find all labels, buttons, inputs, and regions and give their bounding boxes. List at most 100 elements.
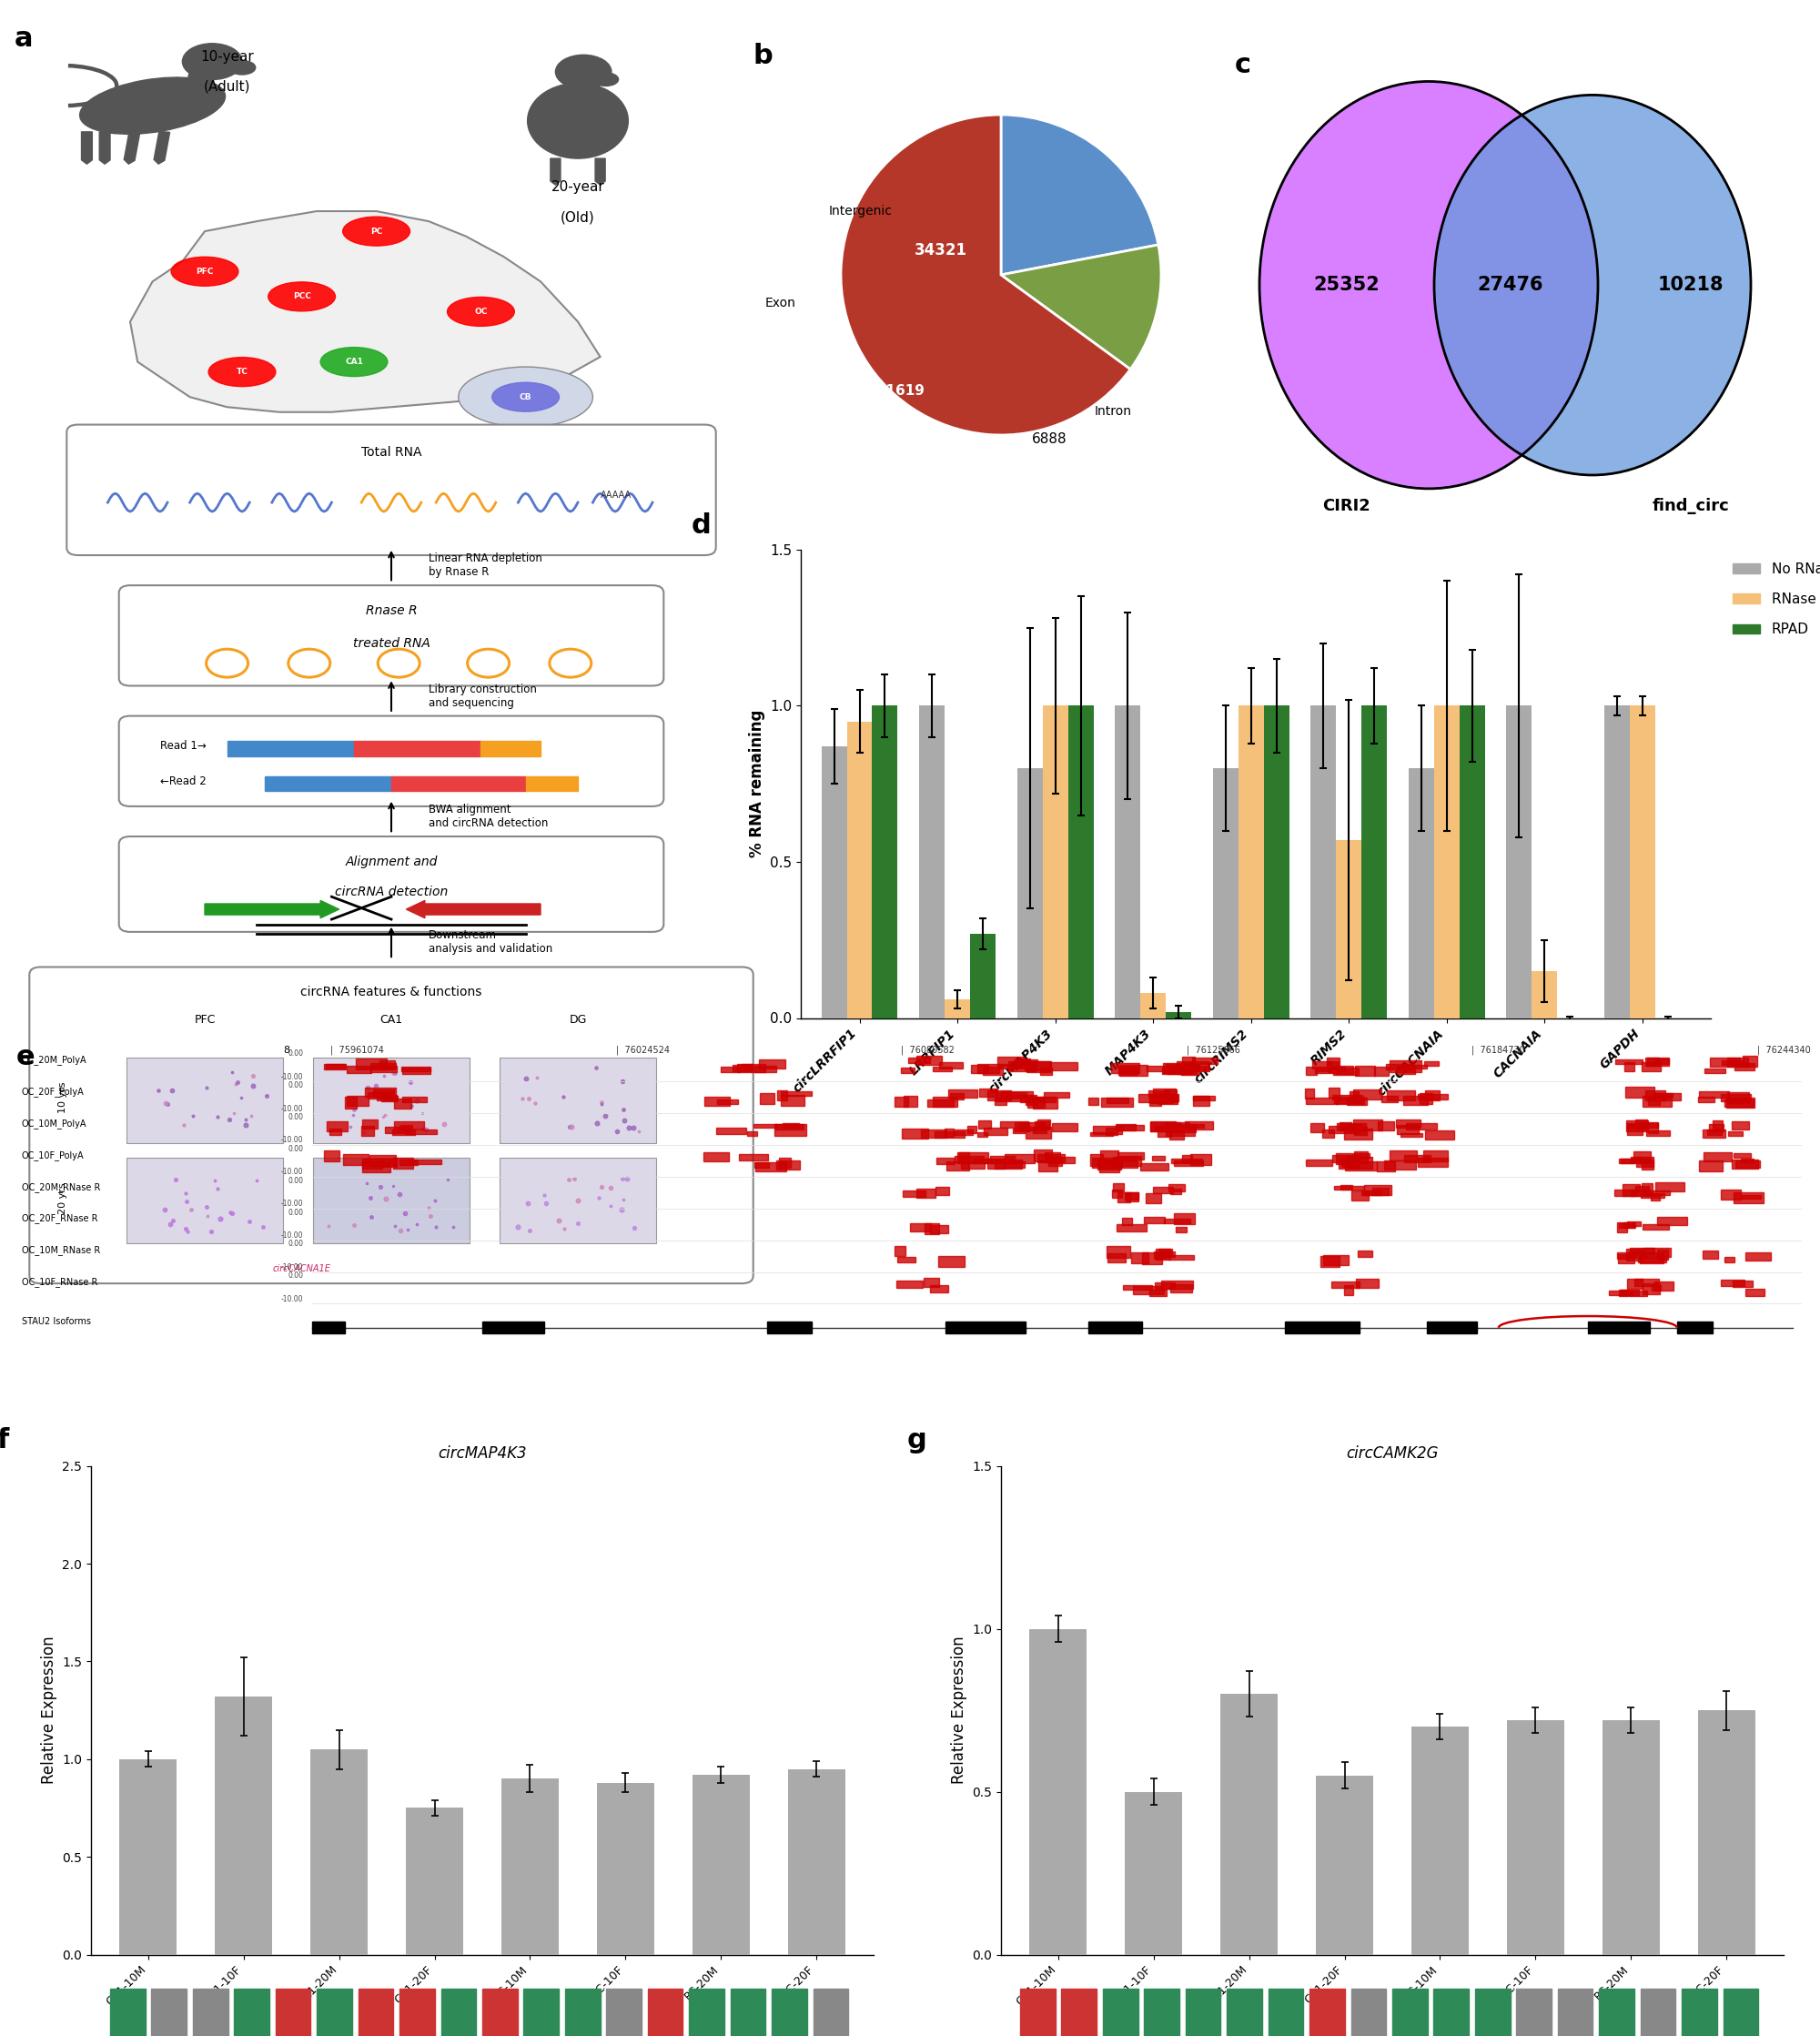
Text: 0.00: 0.00 xyxy=(288,1207,304,1215)
Bar xyxy=(1174,1161,1203,1167)
Bar xyxy=(1014,1122,1030,1132)
Bar xyxy=(897,1256,915,1262)
Bar xyxy=(1558,1989,1592,2036)
Text: 0.00: 0.00 xyxy=(288,1240,304,1248)
Bar xyxy=(1194,1124,1203,1128)
Bar xyxy=(1745,1289,1764,1295)
Bar xyxy=(1627,1222,1642,1226)
Bar xyxy=(1616,1222,1627,1232)
Bar xyxy=(1032,1128,1046,1132)
Bar xyxy=(1658,1250,1669,1260)
Bar xyxy=(1163,1089,1176,1101)
Bar xyxy=(1627,1279,1643,1289)
Text: Intron: Intron xyxy=(1094,405,1132,417)
Bar xyxy=(1117,1152,1143,1161)
Bar xyxy=(934,1132,965,1138)
Bar xyxy=(1183,1057,1194,1067)
Bar xyxy=(1352,1152,1370,1158)
Bar xyxy=(1158,1128,1172,1136)
Bar xyxy=(275,1989,311,2036)
Bar xyxy=(1656,1218,1687,1226)
Bar xyxy=(739,1154,768,1161)
Bar xyxy=(1727,1059,1747,1067)
FancyArrow shape xyxy=(82,132,93,165)
Bar xyxy=(1727,1097,1754,1108)
Bar xyxy=(1150,1122,1176,1132)
Bar xyxy=(1627,1124,1643,1134)
Bar xyxy=(311,1749,368,1955)
Text: Intergenic: Intergenic xyxy=(830,206,892,218)
Bar xyxy=(1330,1281,1360,1287)
Bar xyxy=(1403,1154,1431,1163)
Polygon shape xyxy=(131,212,601,411)
Bar xyxy=(1345,1161,1376,1171)
Bar xyxy=(1167,1093,1178,1101)
Text: CB: CB xyxy=(519,393,531,401)
Bar xyxy=(1130,1252,1148,1262)
Bar xyxy=(524,1989,559,2036)
Bar xyxy=(1321,1256,1340,1266)
Bar xyxy=(895,1246,905,1256)
Bar xyxy=(1385,1065,1414,1069)
Bar xyxy=(1048,1156,1061,1167)
Text: circCACNA1E: circCACNA1E xyxy=(273,1264,331,1272)
Bar xyxy=(1045,1152,1061,1163)
Bar xyxy=(400,1989,435,2036)
Bar xyxy=(1030,1629,1087,1955)
Bar xyxy=(1154,1126,1183,1130)
Bar xyxy=(1327,1059,1340,1067)
Ellipse shape xyxy=(1434,96,1751,474)
Text: OC_20M_PolyA: OC_20M_PolyA xyxy=(22,1055,87,1065)
FancyArrow shape xyxy=(550,159,561,185)
Bar xyxy=(966,1126,976,1134)
Title: circCAMK2G: circCAMK2G xyxy=(1347,1446,1438,1462)
Bar xyxy=(346,1067,371,1073)
Text: 6888: 6888 xyxy=(1032,432,1067,446)
Text: BWA alignment
and circRNA detection: BWA alignment and circRNA detection xyxy=(430,804,548,829)
Bar xyxy=(1152,1187,1174,1193)
Text: b: b xyxy=(753,43,772,69)
Bar xyxy=(1336,1097,1363,1104)
Bar xyxy=(1336,1152,1350,1165)
Bar xyxy=(393,1130,415,1134)
Bar xyxy=(1103,1989,1138,2036)
Bar xyxy=(1343,1285,1354,1295)
Bar xyxy=(925,1224,939,1234)
Text: 27476: 27476 xyxy=(1478,277,1543,293)
Text: -10.00: -10.00 xyxy=(282,1136,304,1144)
Bar xyxy=(717,1099,739,1104)
Text: OC_20F_PolyA: OC_20F_PolyA xyxy=(22,1087,84,1097)
Bar xyxy=(380,1158,397,1167)
Bar xyxy=(1141,994,1167,1018)
Bar xyxy=(1190,1154,1212,1165)
FancyBboxPatch shape xyxy=(126,1158,284,1244)
Bar xyxy=(1385,1161,1416,1171)
Ellipse shape xyxy=(555,55,612,90)
Bar xyxy=(1329,1126,1360,1132)
Bar xyxy=(1403,1095,1427,1106)
Bar xyxy=(1168,1067,1183,1073)
Ellipse shape xyxy=(171,257,238,285)
Text: (Adult): (Adult) xyxy=(204,79,251,94)
Bar xyxy=(1145,1989,1179,2036)
Bar xyxy=(1698,1710,1754,1955)
Bar xyxy=(235,1989,269,2036)
Bar xyxy=(772,1989,806,2036)
Bar xyxy=(1123,1218,1132,1226)
Bar xyxy=(406,1808,464,1955)
Bar xyxy=(1168,1254,1194,1260)
Bar xyxy=(1724,1989,1758,2036)
Text: (Old): (Old) xyxy=(561,210,595,224)
Bar xyxy=(1340,1122,1352,1128)
Bar xyxy=(917,1189,935,1197)
Bar xyxy=(690,1989,724,2036)
Text: 20-year: 20-year xyxy=(551,181,604,193)
Bar xyxy=(1014,1059,1028,1069)
Bar xyxy=(972,1158,992,1163)
Bar xyxy=(324,1150,339,1161)
Bar xyxy=(1460,706,1485,1018)
Bar xyxy=(1400,1134,1423,1136)
Bar xyxy=(1125,1792,1183,1955)
Bar xyxy=(362,1158,382,1169)
Ellipse shape xyxy=(320,348,388,377)
